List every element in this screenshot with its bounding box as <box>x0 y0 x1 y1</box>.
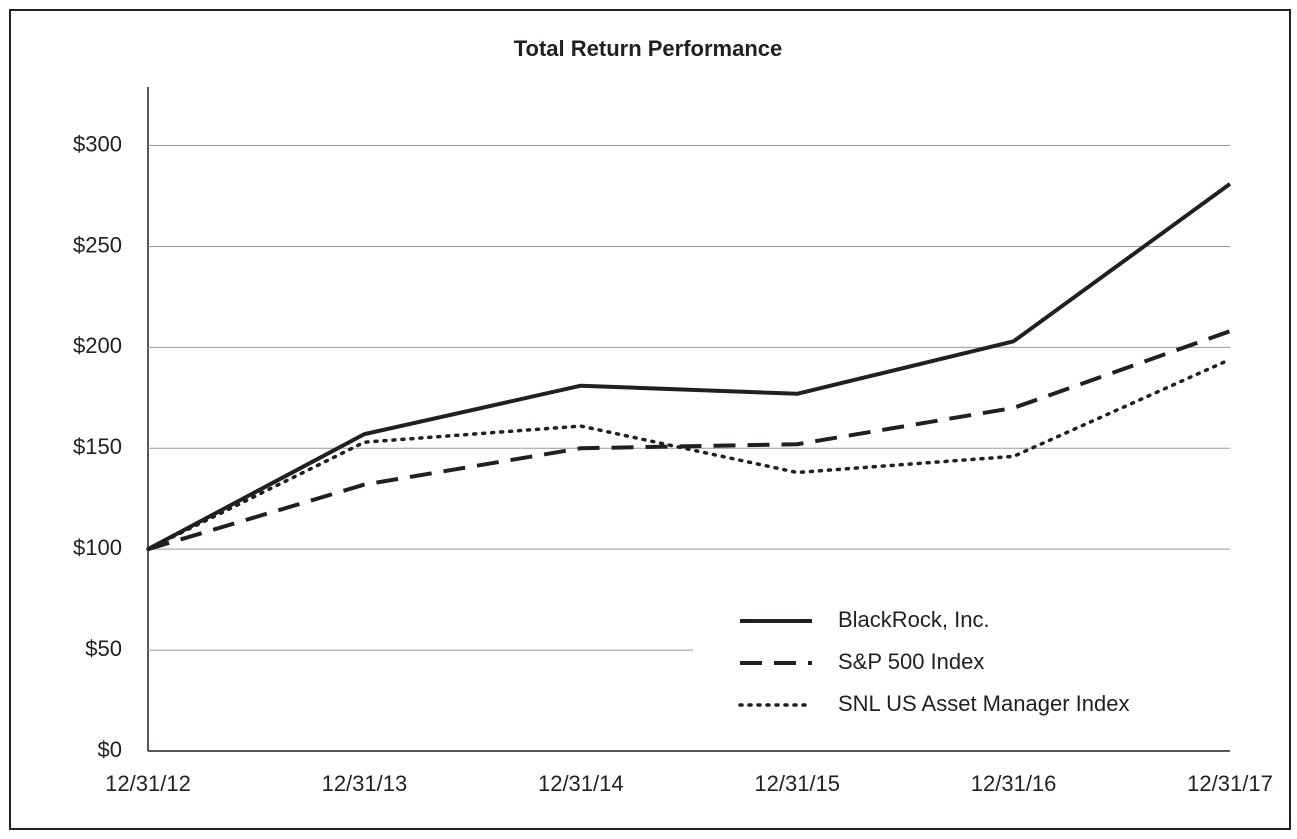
x-tick-label: 12/31/12 <box>105 771 191 796</box>
y-tick-label: $250 <box>73 232 122 257</box>
x-tick-label: 12/31/15 <box>754 771 840 796</box>
y-tick-label: $300 <box>73 131 122 156</box>
x-tick-label: 12/31/17 <box>1187 771 1273 796</box>
y-tick-label: $200 <box>73 333 122 358</box>
x-tick-label: 12/31/14 <box>538 771 624 796</box>
y-tick-label: $0 <box>98 737 122 762</box>
legend-label: BlackRock, Inc. <box>838 607 990 632</box>
legend-label: S&P 500 Index <box>838 649 984 674</box>
x-tick-label: 12/31/13 <box>322 771 408 796</box>
legend-label: SNL US Asset Manager Index <box>838 691 1129 716</box>
series-line <box>147 182 1232 551</box>
chart-title: Total Return Performance <box>514 36 783 61</box>
frame <box>9 9 1291 830</box>
series-line <box>147 329 1231 552</box>
y-tick-label: $150 <box>73 434 122 459</box>
x-tick-label: 12/31/16 <box>971 771 1057 796</box>
y-tick-label: $100 <box>73 535 122 560</box>
y-tick-label: $50 <box>85 636 122 661</box>
series-line <box>146 357 1232 551</box>
